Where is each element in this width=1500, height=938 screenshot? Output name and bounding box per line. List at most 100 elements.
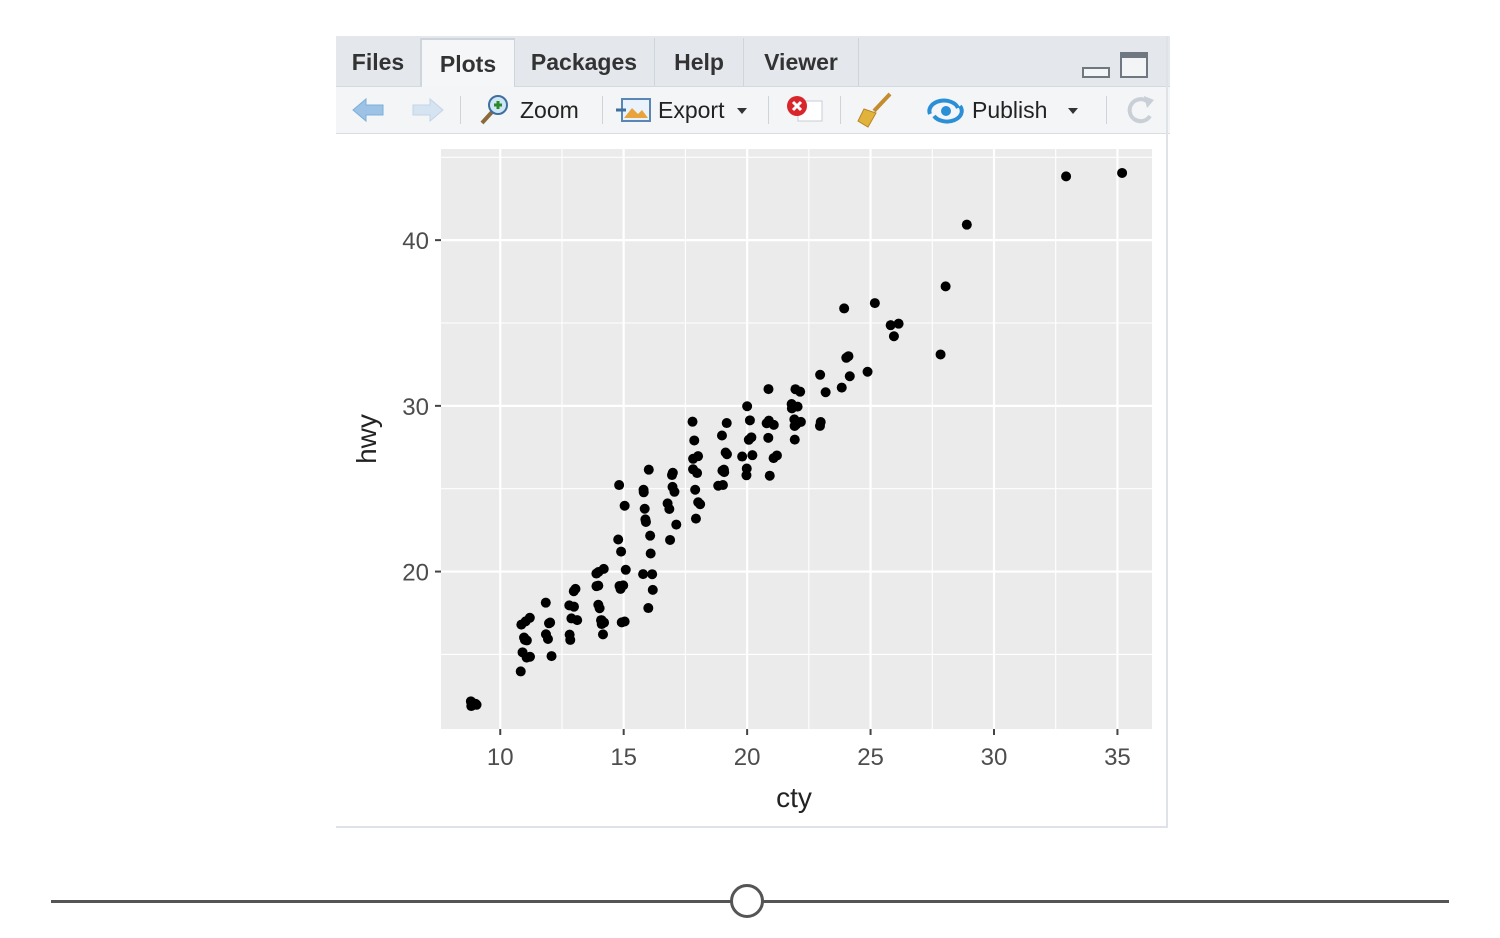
data-point — [771, 450, 782, 461]
data-point — [746, 432, 757, 443]
plot-area: 10 15 20 25 30 35 20 30 40 cty hwy — [336, 134, 1168, 826]
data-point — [935, 349, 946, 360]
arrow-left-icon — [352, 97, 384, 123]
y-axis-label: hwy — [351, 414, 382, 464]
data-point — [839, 303, 850, 314]
data-point — [591, 581, 602, 592]
x-tick-label: 10 — [487, 744, 514, 771]
data-point — [862, 366, 873, 377]
refresh-button[interactable] — [1120, 87, 1160, 133]
remove-icon — [787, 96, 823, 122]
data-point — [471, 699, 482, 710]
publish-icon — [927, 98, 964, 124]
data-point — [614, 480, 625, 491]
data-point — [620, 564, 631, 575]
data-point — [515, 666, 526, 677]
data-point — [565, 634, 576, 645]
data-point — [716, 430, 727, 441]
data-point — [721, 418, 732, 429]
publish-label: Publish — [972, 96, 1048, 123]
data-point — [546, 651, 557, 662]
data-point — [614, 580, 625, 591]
data-point — [638, 484, 649, 495]
pane-border — [336, 36, 1168, 828]
data-point — [737, 451, 748, 462]
publish-button[interactable]: Publish — [926, 87, 1083, 133]
data-point — [763, 415, 774, 426]
data-point — [789, 420, 800, 431]
data-point — [720, 447, 731, 458]
data-point — [647, 584, 658, 595]
broom-icon — [857, 92, 892, 128]
data-point — [741, 463, 752, 474]
data-point — [671, 519, 682, 530]
tab-help[interactable]: Help — [655, 38, 744, 86]
data-point — [1061, 171, 1072, 182]
x-tick-label: 20 — [734, 744, 761, 771]
export-icon — [616, 98, 651, 122]
data-point — [639, 503, 650, 514]
back-button[interactable] — [350, 87, 386, 133]
data-point — [843, 351, 854, 362]
data-point — [598, 563, 609, 574]
x-tick-label: 15 — [610, 744, 637, 771]
data-point — [619, 616, 630, 627]
forward-button[interactable] — [410, 87, 446, 133]
minimize-icon[interactable] — [1080, 52, 1112, 80]
data-point — [717, 480, 728, 491]
data-point — [836, 382, 847, 393]
remove-plot-button[interactable] — [784, 87, 824, 133]
arrow-right-icon — [412, 97, 444, 123]
toolbar-separator — [1106, 96, 1107, 124]
toolbar-separator — [460, 96, 461, 124]
refresh-icon — [1127, 96, 1154, 124]
slider-handle[interactable] — [730, 884, 764, 918]
toolbar-separator — [602, 96, 603, 124]
data-point — [844, 371, 855, 382]
y-tick-label: 20 — [402, 560, 429, 587]
data-point — [690, 513, 701, 524]
data-point — [790, 384, 801, 395]
zoom-button[interactable]: Zoom — [476, 87, 579, 133]
data-point — [665, 534, 676, 545]
data-point — [789, 434, 800, 445]
chevron-down-icon — [737, 108, 748, 114]
data-point — [540, 597, 551, 608]
data-point — [718, 464, 729, 475]
data-point — [645, 548, 656, 559]
plots-toolbar: Zoom Export — [336, 87, 1170, 134]
tab-viewer[interactable]: Viewer — [744, 38, 859, 86]
chevron-down-icon — [1068, 108, 1079, 114]
data-point — [692, 468, 703, 479]
data-point — [597, 629, 608, 640]
maximize-icon[interactable] — [1118, 50, 1150, 80]
data-point — [763, 432, 774, 443]
data-point — [594, 603, 605, 614]
export-button[interactable]: Export — [614, 87, 752, 133]
data-point — [616, 546, 627, 557]
data-point — [647, 569, 658, 580]
data-point — [519, 632, 530, 643]
scatter-plot: 10 15 20 25 30 35 20 30 40 cty hwy — [351, 149, 1152, 813]
clear-all-button[interactable] — [856, 87, 896, 133]
data-point — [786, 399, 797, 410]
data-point — [524, 612, 535, 623]
tab-plots[interactable]: Plots — [421, 38, 515, 87]
data-point — [764, 470, 775, 481]
tab-files[interactable]: Files — [336, 38, 421, 86]
data-point — [815, 369, 826, 380]
data-point — [645, 530, 656, 541]
tab-packages[interactable]: Packages — [514, 38, 655, 86]
data-point — [545, 617, 556, 628]
data-point — [643, 603, 654, 614]
pane-tab-bar: Files Plots Packages Help Viewer — [336, 36, 1170, 87]
data-point — [568, 586, 579, 597]
toolbar-separator — [840, 96, 841, 124]
data-point — [888, 331, 899, 342]
x-tick-label: 35 — [1104, 744, 1131, 771]
data-point — [893, 318, 904, 329]
export-label: Export — [658, 96, 725, 123]
data-point — [667, 467, 678, 478]
data-point — [662, 498, 673, 509]
data-point — [572, 615, 583, 626]
